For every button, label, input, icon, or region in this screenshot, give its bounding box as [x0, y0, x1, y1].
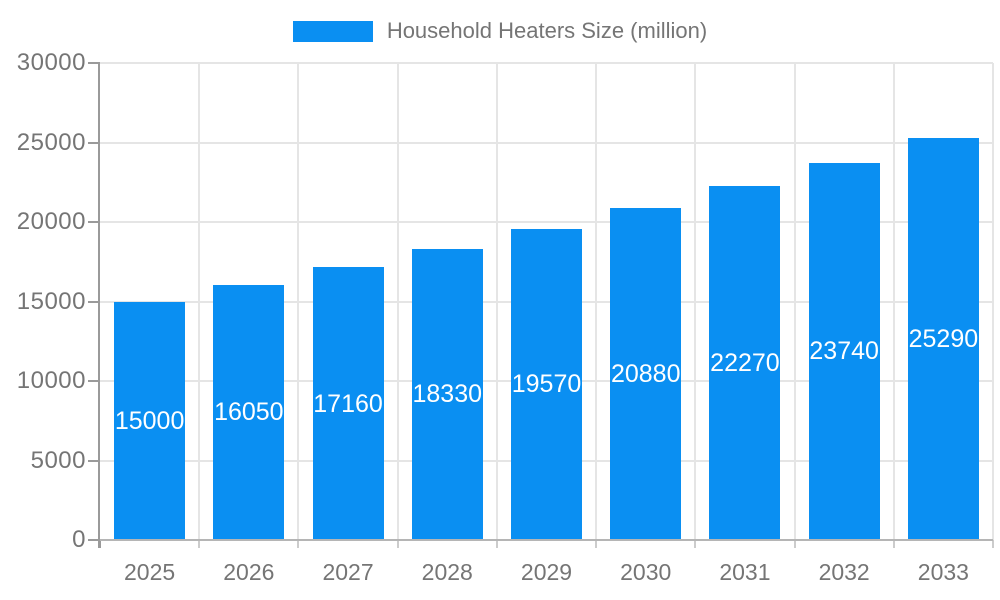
gridline-horizontal	[100, 141, 993, 144]
bar-2026[interactable]	[213, 284, 285, 540]
gridline-vertical	[992, 63, 994, 540]
x-tick-mark	[495, 540, 498, 548]
x-tick-mark	[99, 540, 101, 548]
gridline-horizontal	[100, 221, 993, 223]
bar-2027[interactable]	[312, 267, 384, 540]
y-tick-mark	[88, 539, 100, 541]
bar-2025[interactable]	[114, 301, 186, 540]
y-tick-label: 30000	[16, 49, 86, 76]
y-tick-mark	[88, 300, 100, 303]
bar-2032[interactable]	[808, 162, 880, 540]
bar-value-label: 19570	[511, 370, 582, 399]
gridline-vertical	[595, 63, 598, 540]
x-tick-mark	[396, 540, 399, 548]
gridline-horizontal	[100, 62, 993, 64]
x-tick-mark	[595, 540, 598, 548]
bar-2030[interactable]	[610, 208, 682, 540]
x-tick-label: 2029	[520, 559, 573, 585]
gridline-vertical	[793, 63, 796, 540]
x-tick-mark	[793, 540, 796, 548]
bar-2028[interactable]	[411, 248, 483, 540]
x-tick-label: 2031	[719, 559, 771, 585]
bar-value-label: 22270	[710, 348, 780, 377]
legend-label: Household Heaters Size (million)	[386, 18, 708, 43]
x-tick-label: 2025	[124, 559, 176, 585]
gridline-vertical	[892, 63, 895, 540]
x-tick-mark	[694, 540, 697, 548]
bar-2033[interactable]	[907, 137, 979, 540]
x-tick-label: 2033	[917, 559, 969, 585]
bar-value-label: 15000	[114, 406, 185, 435]
gridline-vertical	[694, 63, 697, 540]
x-tick-label: 2030	[620, 559, 672, 585]
legend-swatch	[292, 20, 373, 42]
gridline-vertical	[495, 63, 498, 540]
x-tick-label: 2026	[223, 559, 275, 585]
y-tick-mark	[88, 62, 100, 64]
bar-value-label: 18330	[412, 380, 483, 409]
x-tick-label: 2032	[818, 559, 870, 585]
chart-legend-item[interactable]: Household Heaters Size (million)	[0, 14, 1000, 48]
gridline-vertical	[297, 63, 300, 540]
y-tick-mark	[88, 221, 100, 223]
y-tick-label: 0	[72, 526, 86, 553]
y-tick-label: 25000	[16, 128, 86, 156]
bar-2029[interactable]	[511, 228, 582, 540]
bar-2031[interactable]	[709, 185, 781, 540]
x-tick-label: 2027	[322, 559, 374, 585]
bar-value-label: 25290	[908, 324, 979, 353]
y-tick-mark	[88, 141, 100, 144]
y-axis-line	[98, 63, 100, 548]
gridline-vertical	[396, 63, 399, 540]
y-tick-label: 15000	[16, 287, 86, 315]
y-tick-mark	[88, 459, 100, 462]
y-tick-label: 20000	[16, 208, 86, 235]
x-tick-mark	[198, 540, 201, 548]
x-tick-mark	[992, 540, 994, 548]
y-tick-label: 10000	[16, 367, 86, 394]
bar-value-label: 20880	[610, 360, 681, 388]
bar-value-label: 16050	[214, 398, 284, 427]
bar-value-label: 23740	[809, 337, 879, 366]
bar-value-label: 17160	[313, 389, 383, 418]
x-axis-line	[100, 539, 993, 541]
x-tick-label: 2028	[421, 559, 473, 585]
x-tick-mark	[297, 540, 300, 548]
y-tick-mark	[88, 380, 100, 382]
x-tick-mark	[892, 540, 895, 548]
y-tick-label: 5000	[30, 446, 86, 474]
gridline-vertical	[198, 63, 201, 540]
